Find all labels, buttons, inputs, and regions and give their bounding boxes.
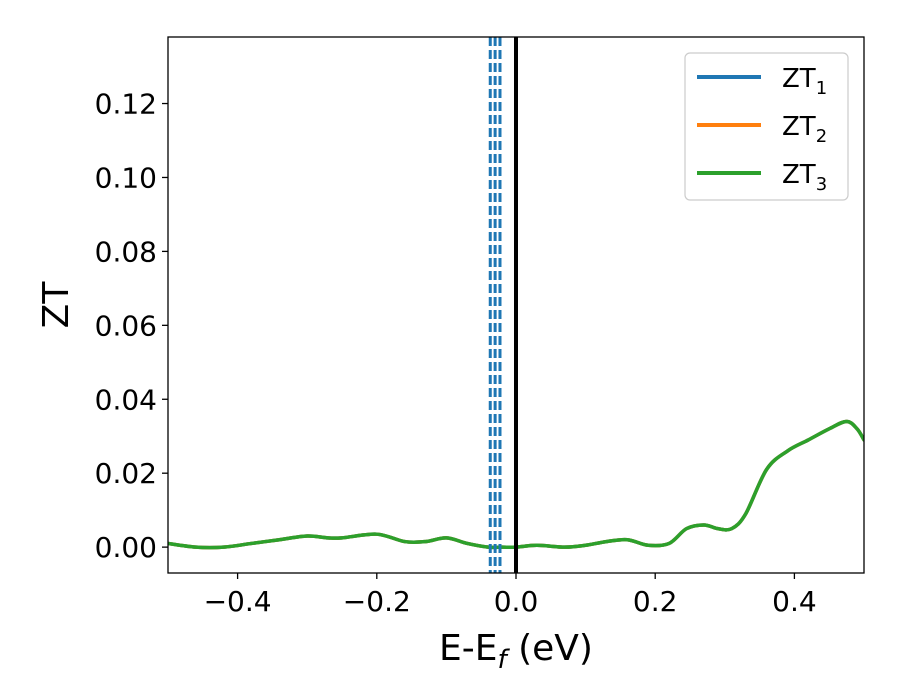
y-tick-label: 0.10 [95, 161, 157, 194]
legend: ZT1 ZT2 ZT3 [684, 52, 849, 201]
y-tick-label: 0.00 [95, 531, 157, 564]
y-tick-label: 0.02 [95, 457, 157, 490]
y-tick-label: 0.06 [95, 309, 157, 342]
axes: −0.4 −0.2 0.0 0.2 0.4 0.00 0.02 0.04 0.06 0.08 0.1… [95, 36, 865, 618]
x-tick-label: 0.2 [633, 585, 678, 618]
y-tick-label: 0.08 [95, 235, 157, 268]
legend-label-2: ZT2 [782, 112, 827, 147]
x-tick-label: −0.2 [343, 585, 411, 618]
y-tick-label: 0.12 [95, 88, 157, 121]
legend-entry-3: ZT3 [697, 160, 827, 195]
legend-label-3: ZT3 [782, 160, 827, 195]
x-tick-label: 0.4 [772, 585, 817, 618]
y-axis-label: ZT [36, 281, 77, 329]
legend-label-1: ZT1 [782, 64, 827, 99]
legend-entry-1: ZT1 [697, 64, 827, 99]
plot-area [168, 37, 864, 573]
plot-content [168, 37, 864, 573]
series-line-3 [168, 419, 864, 550]
legend-box [684, 52, 849, 201]
x-axis-label: E-Ef (eV) [439, 628, 593, 675]
legend-entry-2: ZT2 [697, 112, 827, 147]
x-tick-label: 0.0 [494, 585, 539, 618]
y-tick-label: 0.04 [95, 383, 157, 416]
x-tick-label: −0.4 [204, 585, 272, 618]
